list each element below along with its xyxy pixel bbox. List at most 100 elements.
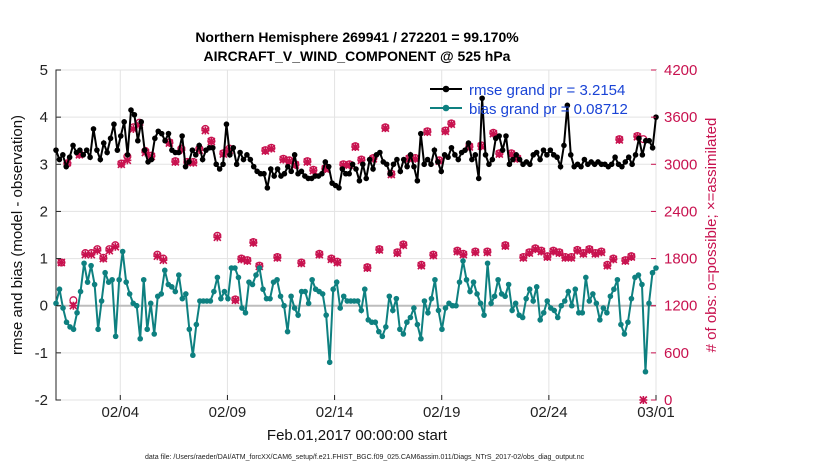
y-axis-label: rmse and bias (model - observation) [9, 115, 26, 355]
obs-assimilated-marker [489, 129, 498, 138]
rmse-point [397, 168, 404, 175]
bias-point [309, 276, 315, 283]
rmse-point [390, 161, 397, 168]
legend-bias-label: bias grand pr = 0.08712 [469, 101, 628, 118]
bias-point [379, 333, 386, 340]
bias-point [618, 321, 624, 328]
bias-point [358, 307, 365, 314]
rmse-point [510, 156, 516, 163]
bias-point [484, 260, 491, 267]
rmse-point [554, 154, 560, 161]
bias-point [190, 352, 196, 359]
bias-point [172, 288, 179, 295]
bias-point [53, 300, 59, 307]
obs-assimilated-marker [549, 247, 558, 256]
obs-assimilated-marker [555, 249, 564, 258]
bias-point [232, 265, 238, 271]
obs-assimilated-marker [375, 245, 384, 254]
bias-point [225, 295, 231, 302]
rmse-point [114, 147, 121, 153]
obs-assimilated-marker [105, 246, 114, 255]
rmse-point [66, 154, 73, 161]
obs-assimilated-marker [519, 253, 528, 262]
bias-point [393, 295, 400, 302]
bias-point [133, 302, 140, 309]
bias-point [565, 288, 572, 295]
obs-assimilated-marker [153, 252, 162, 261]
rmse-point [135, 137, 141, 144]
obs-count-markers [57, 118, 648, 405]
rmse-point [175, 149, 182, 156]
rmse-point [285, 163, 291, 170]
rmse-point [80, 152, 87, 158]
rmse-point [533, 149, 540, 156]
bias-point [414, 321, 421, 328]
obs-assimilated-marker [381, 124, 390, 133]
bias-point [621, 331, 628, 337]
bias-point [512, 300, 519, 307]
rmse-point [319, 170, 325, 177]
bias-point [147, 300, 154, 307]
rmse-point [370, 166, 376, 172]
bias-point [256, 265, 263, 271]
rmse-point [271, 173, 277, 179]
obs-assimilated-marker [69, 301, 78, 310]
bias-point [642, 368, 649, 375]
rmse-point [210, 144, 216, 151]
bias-point [354, 298, 361, 304]
bias-point [551, 307, 558, 314]
bias-point [432, 276, 438, 283]
rmse-point [240, 156, 247, 163]
bias-point [112, 333, 119, 340]
obs-assimilated-marker [447, 120, 456, 129]
rmse-point [544, 152, 550, 158]
bias-point [635, 272, 642, 278]
rmse-point [104, 149, 110, 156]
obs-assimilated-marker [603, 261, 612, 270]
rmse-point [339, 166, 346, 172]
rmse-point [90, 126, 97, 132]
bias-point [302, 288, 308, 295]
rmse-point [445, 154, 451, 161]
rmse-point [513, 152, 520, 158]
bias-point [460, 258, 466, 264]
bias-point [646, 300, 652, 307]
bias-point [242, 309, 249, 316]
obs-assimilated-marker [171, 157, 180, 166]
x-tick-label: 03/01 [637, 404, 675, 421]
y-right-tick-label: 0 [664, 392, 672, 409]
bias-point [253, 272, 259, 278]
bias-point [625, 319, 631, 326]
bias-point [277, 293, 284, 300]
obs-assimilated-marker [429, 251, 438, 260]
bias-point [505, 281, 512, 288]
bias-point [295, 312, 301, 318]
data-file-footnote: data file: /Users/raeder/DAI/ATM_forcXX/… [145, 454, 585, 461]
rmse-point [83, 147, 90, 153]
bias-point [593, 300, 600, 307]
bias-point [421, 298, 428, 304]
bias-point [628, 295, 635, 302]
obs-assimilated-marker [159, 256, 168, 265]
rmse-point [216, 166, 223, 172]
obs-assimilated-marker [597, 248, 606, 257]
rmse-point [107, 135, 114, 142]
y-right-tick-label: 1800 [664, 251, 697, 268]
legend-rmse-label: rmse grand pr = 3.2154 [469, 82, 625, 99]
bias-point [179, 295, 186, 302]
obs-assimilated-marker [99, 254, 108, 263]
bias-point [526, 286, 533, 293]
obs-assimilated-marker [615, 135, 624, 144]
rmse-point [363, 175, 370, 182]
obs-assimilated-marker [249, 238, 258, 247]
bias-point [340, 293, 347, 300]
rmse-point [70, 142, 76, 149]
rmse-series-points [53, 95, 659, 191]
obs-assimilated-marker [627, 252, 636, 262]
rmse-point [162, 137, 168, 144]
rmse-point [629, 161, 635, 168]
obs-assimilated-marker [639, 395, 648, 405]
rmse-point [387, 170, 393, 177]
obs-assimilated-marker [111, 242, 120, 251]
rmse-point [267, 166, 274, 172]
